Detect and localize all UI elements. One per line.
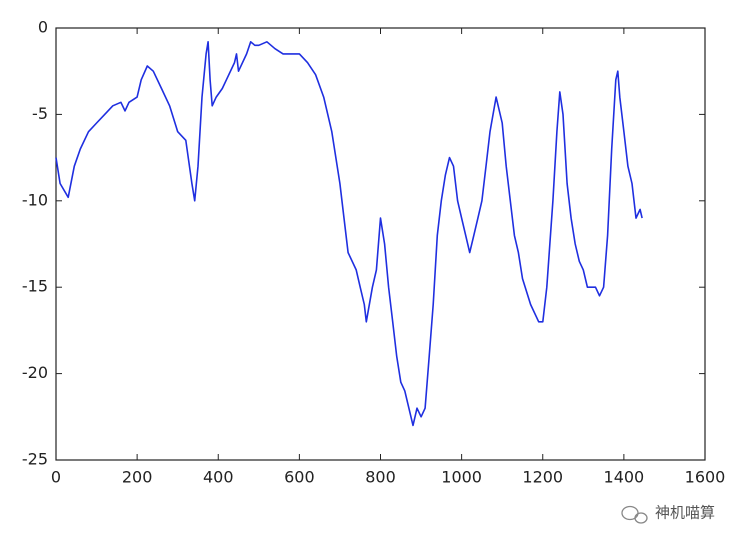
y-tick-label: -20	[22, 363, 48, 382]
y-tick-label: 0	[38, 18, 48, 37]
x-tick-label: 200	[122, 468, 153, 487]
x-tick-label: 600	[284, 468, 315, 487]
watermark: 神机喵算	[655, 504, 715, 522]
y-tick-label: -10	[22, 190, 48, 209]
plot-frame	[55, 27, 706, 461]
x-tick-label: 1600	[685, 468, 726, 487]
y-tick-label: -5	[32, 104, 48, 123]
x-tick-label: 400	[203, 468, 234, 487]
x-tick-label: 1000	[441, 468, 482, 487]
x-tick-label: 0	[51, 468, 61, 487]
x-tick-label: 800	[365, 468, 396, 487]
y-tick-label: -25	[22, 450, 48, 469]
watermark-icon	[621, 505, 648, 524]
x-tick-label: 1400	[604, 468, 645, 487]
data-line	[55, 41, 643, 427]
y-tick-label: -15	[22, 277, 48, 296]
x-tick-label: 1200	[522, 468, 563, 487]
